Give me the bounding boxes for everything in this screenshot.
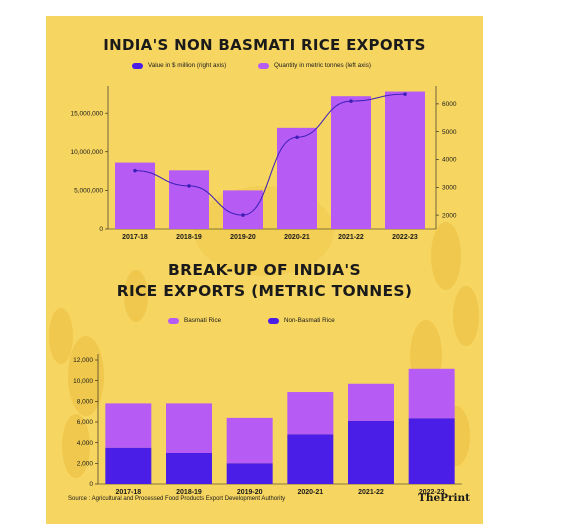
basmati-bar-segment: [105, 403, 152, 448]
infographic-poster: INDIA'S NON BASMATI RICE EXPORTS Value i…: [46, 16, 483, 524]
right-tick-label: 4000: [442, 157, 457, 164]
chart2-svg: 0 2,000 4,000 6,000 8,000 10,000 12,000 2017-18…: [73, 354, 462, 496]
right-tick-label: 3000: [442, 185, 457, 192]
chart1-legend-value-label: Value in $ million (right axis): [148, 62, 227, 69]
x-tick-label: 2021-22: [358, 489, 384, 496]
x-tick-label: 2022-23: [392, 234, 418, 241]
basmati-legend-swatch: [168, 317, 179, 324]
chart1-legend-quantity-label: Quantity in metric tonnes (left axis): [274, 62, 371, 69]
left-tick-label: 0: [99, 226, 103, 233]
right-tick-label: 6000: [442, 101, 457, 108]
y-tick-label: 0: [89, 481, 93, 488]
y-tick-label: 12,000: [73, 357, 93, 364]
value-point: [133, 168, 137, 173]
basmati-bar-segment: [226, 417, 273, 464]
x-tick-label: 2018-19: [176, 234, 202, 241]
y-tick-label: 4,000: [77, 440, 94, 447]
value-point: [403, 92, 407, 96]
theprint-logo: ThePrint: [418, 492, 471, 504]
non-basmati-bar-segment: [105, 447, 152, 484]
y-tick-label: 6,000: [77, 419, 94, 426]
source-note: Source : Agricultural and Processed Food…: [68, 496, 286, 502]
chart1-legend-quantity: Quantity in metric tonnes (left axis): [258, 62, 371, 69]
x-tick-label: 2019-20: [230, 234, 256, 241]
y-tick-label: 10,000: [73, 378, 93, 385]
chart2-legend-non-basmati: Non-Basmati Rice: [268, 317, 335, 324]
right-tick-label: 5000: [442, 129, 457, 136]
chart2-legend-basmati-label: Basmati Rice: [184, 317, 222, 324]
chart1-svg: 0 5,000,000 10,000,000 15,000,000 2000 3000 40…: [70, 86, 457, 241]
left-tick-label: 15,000,000: [70, 110, 103, 117]
right-tick-label: 2000: [442, 212, 457, 219]
chart2-title-line1: BREAK-UP OF INDIA'S: [168, 261, 361, 279]
chart2-title-line2: RICE EXPORTS (METRIC TONNES): [116, 282, 413, 300]
x-tick-label: 2020-21: [284, 234, 310, 241]
quantity-bar: [331, 96, 371, 229]
quantity-bar: [277, 127, 317, 229]
left-tick-label: 10,000,000: [70, 149, 103, 156]
quantity-bar: [385, 91, 425, 230]
value-point: [241, 213, 245, 217]
non-basmati-bar-segment: [348, 420, 394, 484]
value-point: [349, 99, 353, 103]
basmati-bar-segment: [348, 383, 394, 421]
x-tick-label: 2021-22: [338, 234, 364, 241]
non-basmati-bar-segment: [166, 453, 212, 484]
chart1-legend-value: Value in $ million (right axis): [132, 62, 226, 69]
quantity-legend-swatch: [258, 62, 269, 69]
x-tick-label: 2017-18: [122, 234, 148, 241]
y-tick-label: 2,000: [77, 461, 94, 468]
basmati-bar-segment: [408, 368, 455, 419]
x-tick-label: 2022-23: [419, 489, 445, 496]
non-basmati-bar-segment: [408, 418, 455, 484]
quantity-bar: [223, 190, 263, 229]
x-tick-label: 2020-21: [297, 489, 323, 496]
non-basmati-bar-segment: [287, 434, 334, 484]
basmati-bar-segment: [166, 403, 212, 453]
value-point: [187, 184, 191, 188]
x-tick-label: 2017-18: [115, 489, 141, 496]
y-tick-label: 8,000: [77, 399, 94, 406]
left-tick-label: 5,000,000: [74, 188, 103, 195]
value-legend-swatch: [132, 62, 143, 69]
x-tick-label: 2019-20: [237, 489, 263, 496]
non-basmati-legend-swatch: [268, 317, 279, 324]
quantity-bar: [115, 162, 155, 229]
chart1-title: INDIA'S NON BASMATI RICE EXPORTS: [103, 36, 426, 54]
x-tick-label: 2018-19: [176, 489, 202, 496]
value-point: [295, 135, 299, 140]
chart2-legend-basmati: Basmati Rice: [168, 317, 221, 324]
basmati-bar-segment: [287, 392, 334, 435]
quantity-bar: [169, 170, 209, 229]
chart2-legend-non-basmati-label: Non-Basmati Rice: [284, 317, 335, 324]
non-basmati-bar-segment: [226, 463, 273, 484]
